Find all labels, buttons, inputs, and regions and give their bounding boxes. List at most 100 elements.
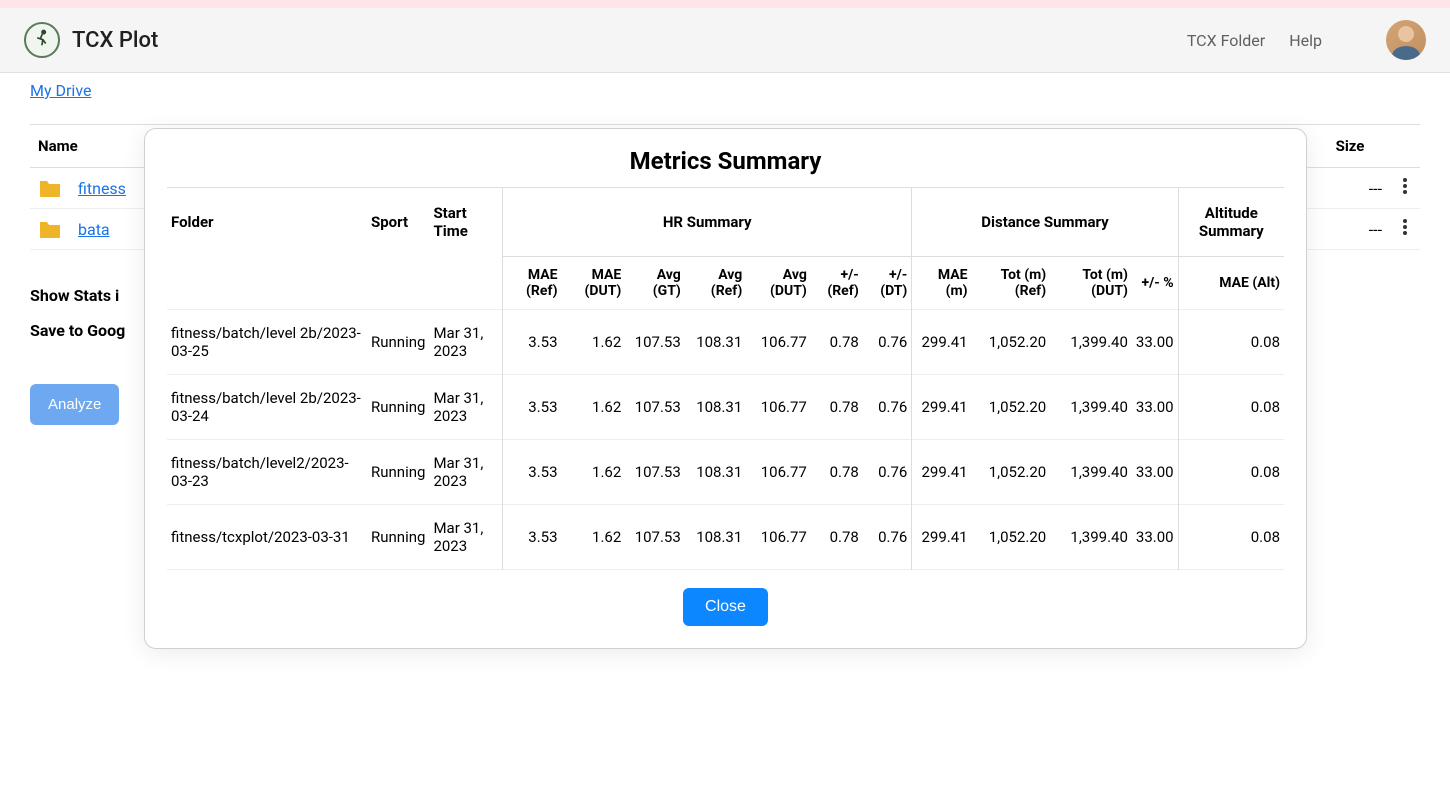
cell-pm-dt: 0.76 <box>863 375 912 440</box>
cell-mae-alt: 0.08 <box>1178 505 1284 570</box>
cell-start-time: Mar 31, 2023 <box>429 310 502 375</box>
modal-footer: Close <box>145 588 1306 626</box>
sub-avg-dut: Avg (DUT) <box>746 257 811 310</box>
cell-avg-gt: 107.53 <box>625 505 685 570</box>
cell-avg-gt: 107.53 <box>625 440 685 505</box>
cell-pm-ref: 0.78 <box>811 505 863 570</box>
cell-tot-m-dut: 1,399.40 <box>1050 440 1132 505</box>
app-header: TCX Plot TCX Folder Help <box>0 8 1450 73</box>
group-hr-summary: HR Summary <box>503 188 912 257</box>
sub-avg-ref: Avg (Ref) <box>685 257 747 310</box>
metrics-table: Folder Sport Start Time HR Summary Dista… <box>167 187 1284 570</box>
folder-link[interactable]: bata <box>78 220 110 239</box>
row-menu-button[interactable] <box>1390 168 1420 209</box>
folder-link[interactable]: fitness <box>78 179 126 198</box>
more-vertical-icon <box>1403 219 1407 239</box>
close-button[interactable]: Close <box>683 588 768 626</box>
group-sport: Sport <box>367 188 429 257</box>
cell-mae-ref: 3.53 <box>503 310 562 375</box>
cell-mae-m: 299.41 <box>912 375 972 440</box>
sub-pm-pct: +/- % <box>1132 257 1178 310</box>
file-size: --- <box>1310 168 1390 209</box>
cell-pm-pct: 33.00 <box>1132 505 1178 570</box>
cell-folder: fitness/batch/level 2b/2023-03-24 <box>167 375 367 440</box>
group-altitude-summary: Altitude Summary <box>1178 188 1284 257</box>
cell-sport: Running <box>367 375 429 440</box>
app-logo[interactable] <box>24 22 60 58</box>
cell-sport: Running <box>367 505 429 570</box>
sub-pm-ref: +/- (Ref) <box>811 257 863 310</box>
cell-mae-alt: 0.08 <box>1178 440 1284 505</box>
header-left: TCX Plot <box>24 22 158 58</box>
nav-tcx-folder[interactable]: TCX Folder <box>1187 31 1265 50</box>
breadcrumb-my-drive[interactable]: My Drive <box>30 81 91 100</box>
cell-start-time: Mar 31, 2023 <box>429 505 502 570</box>
app-title: TCX Plot <box>72 28 158 53</box>
cell-mae-alt: 0.08 <box>1178 375 1284 440</box>
cell-tot-m-ref: 1,052.20 <box>972 440 1051 505</box>
user-avatar[interactable] <box>1386 20 1426 60</box>
cell-pm-dt: 0.76 <box>863 310 912 375</box>
cell-mae-dut: 1.62 <box>562 440 626 505</box>
col-size: Size <box>1310 125 1390 168</box>
row-menu-button[interactable] <box>1390 209 1420 250</box>
file-size: --- <box>1310 209 1390 250</box>
cell-mae-ref: 3.53 <box>503 440 562 505</box>
cell-pm-ref: 0.78 <box>811 440 863 505</box>
header-right: TCX Folder Help <box>1187 20 1426 60</box>
folder-icon <box>38 219 62 239</box>
cell-tot-m-ref: 1,052.20 <box>972 505 1051 570</box>
modal-title: Metrics Summary <box>145 147 1306 175</box>
group-folder: Folder <box>167 188 367 257</box>
col-actions <box>1390 125 1420 168</box>
cell-tot-m-dut: 1,399.40 <box>1050 310 1132 375</box>
cell-folder: fitness/tcxplot/2023-03-31 <box>167 505 367 570</box>
cell-mae-m: 299.41 <box>912 505 972 570</box>
cell-mae-dut: 1.62 <box>562 505 626 570</box>
cell-mae-m: 299.41 <box>912 310 972 375</box>
cell-start-time: Mar 31, 2023 <box>429 375 502 440</box>
sub-pm-dt: +/- (DT) <box>863 257 912 310</box>
cell-pm-pct: 33.00 <box>1132 375 1178 440</box>
nav-help[interactable]: Help <box>1289 31 1322 50</box>
folder-icon <box>38 178 62 198</box>
cell-mae-ref: 3.53 <box>503 375 562 440</box>
sub-tot-m-dut: Tot (m) (DUT) <box>1050 257 1132 310</box>
cell-pm-pct: 33.00 <box>1132 440 1178 505</box>
cell-avg-dut: 106.77 <box>746 440 811 505</box>
metrics-modal: Metrics Summary Folder Sport Start Time … <box>144 128 1307 649</box>
cell-mae-ref: 3.53 <box>503 505 562 570</box>
cell-avg-ref: 108.31 <box>685 505 747 570</box>
analyze-button[interactable]: Analyze <box>30 384 119 425</box>
cell-sport: Running <box>367 310 429 375</box>
cell-avg-gt: 107.53 <box>625 310 685 375</box>
cell-avg-gt: 107.53 <box>625 375 685 440</box>
cell-mae-dut: 1.62 <box>562 310 626 375</box>
cell-pm-dt: 0.76 <box>863 440 912 505</box>
cell-avg-dut: 106.77 <box>746 505 811 570</box>
cell-sport: Running <box>367 440 429 505</box>
sub-tot-m-ref: Tot (m) (Ref) <box>972 257 1051 310</box>
metrics-row: fitness/tcxplot/2023-03-31RunningMar 31,… <box>167 505 1284 570</box>
cell-avg-ref: 108.31 <box>685 310 747 375</box>
cell-tot-m-dut: 1,399.40 <box>1050 505 1132 570</box>
sub-mae-m: MAE (m) <box>912 257 972 310</box>
cell-avg-dut: 106.77 <box>746 375 811 440</box>
more-vertical-icon <box>1403 178 1407 198</box>
cell-folder: fitness/batch/level2/2023-03-23 <box>167 440 367 505</box>
cell-tot-m-ref: 1,052.20 <box>972 310 1051 375</box>
cell-pm-dt: 0.76 <box>863 505 912 570</box>
top-accent-bar <box>0 0 1450 8</box>
cell-tot-m-ref: 1,052.20 <box>972 375 1051 440</box>
cell-avg-dut: 106.77 <box>746 310 811 375</box>
sub-empty <box>167 257 503 310</box>
sub-avg-gt: Avg (GT) <box>625 257 685 310</box>
cell-folder: fitness/batch/level 2b/2023-03-25 <box>167 310 367 375</box>
cell-avg-ref: 108.31 <box>685 440 747 505</box>
cell-pm-pct: 33.00 <box>1132 310 1178 375</box>
group-start-time: Start Time <box>429 188 502 257</box>
cell-pm-ref: 0.78 <box>811 310 863 375</box>
metrics-row: fitness/batch/level 2b/2023-03-24Running… <box>167 375 1284 440</box>
metrics-row: fitness/batch/level2/2023-03-23RunningMa… <box>167 440 1284 505</box>
cell-mae-m: 299.41 <box>912 440 972 505</box>
